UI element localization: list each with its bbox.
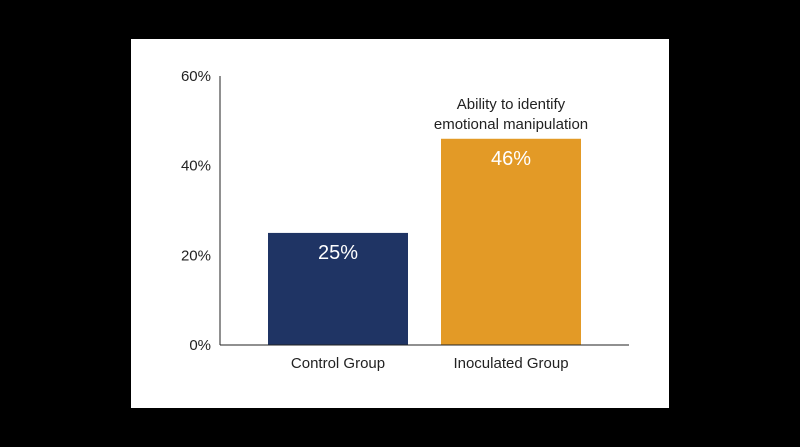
bar [268,232,408,345]
x-axis: Control Group Inoculated Group [220,344,629,372]
y-tick-label: 60% [181,68,211,85]
y-tick-label: 20% [181,247,211,264]
bar-chart: 0% 20% 40% 60% 25% 46% Control Group Inoculat… [181,68,629,372]
x-category-label: Inoculated Group [453,355,568,372]
bar-value-label: 25% [318,242,358,264]
y-tick-label: 0% [189,337,211,354]
y-tick-label: 40% [181,158,211,175]
chart-card: 0% 20% 40% 60% 25% 46% Control Group Inoculat… [131,39,669,408]
bar-value-label: 46% [491,148,531,170]
annotation-line: Ability to identify [457,96,566,113]
bars: 25% 46% [268,138,581,345]
y-axis: 0% 20% 40% 60% [181,68,221,354]
annotation-line: emotional manipulation [434,116,588,133]
bar [441,138,581,345]
annotation: Ability to identify emotional manipulatio… [434,96,588,133]
x-category-label: Control Group [291,355,385,372]
